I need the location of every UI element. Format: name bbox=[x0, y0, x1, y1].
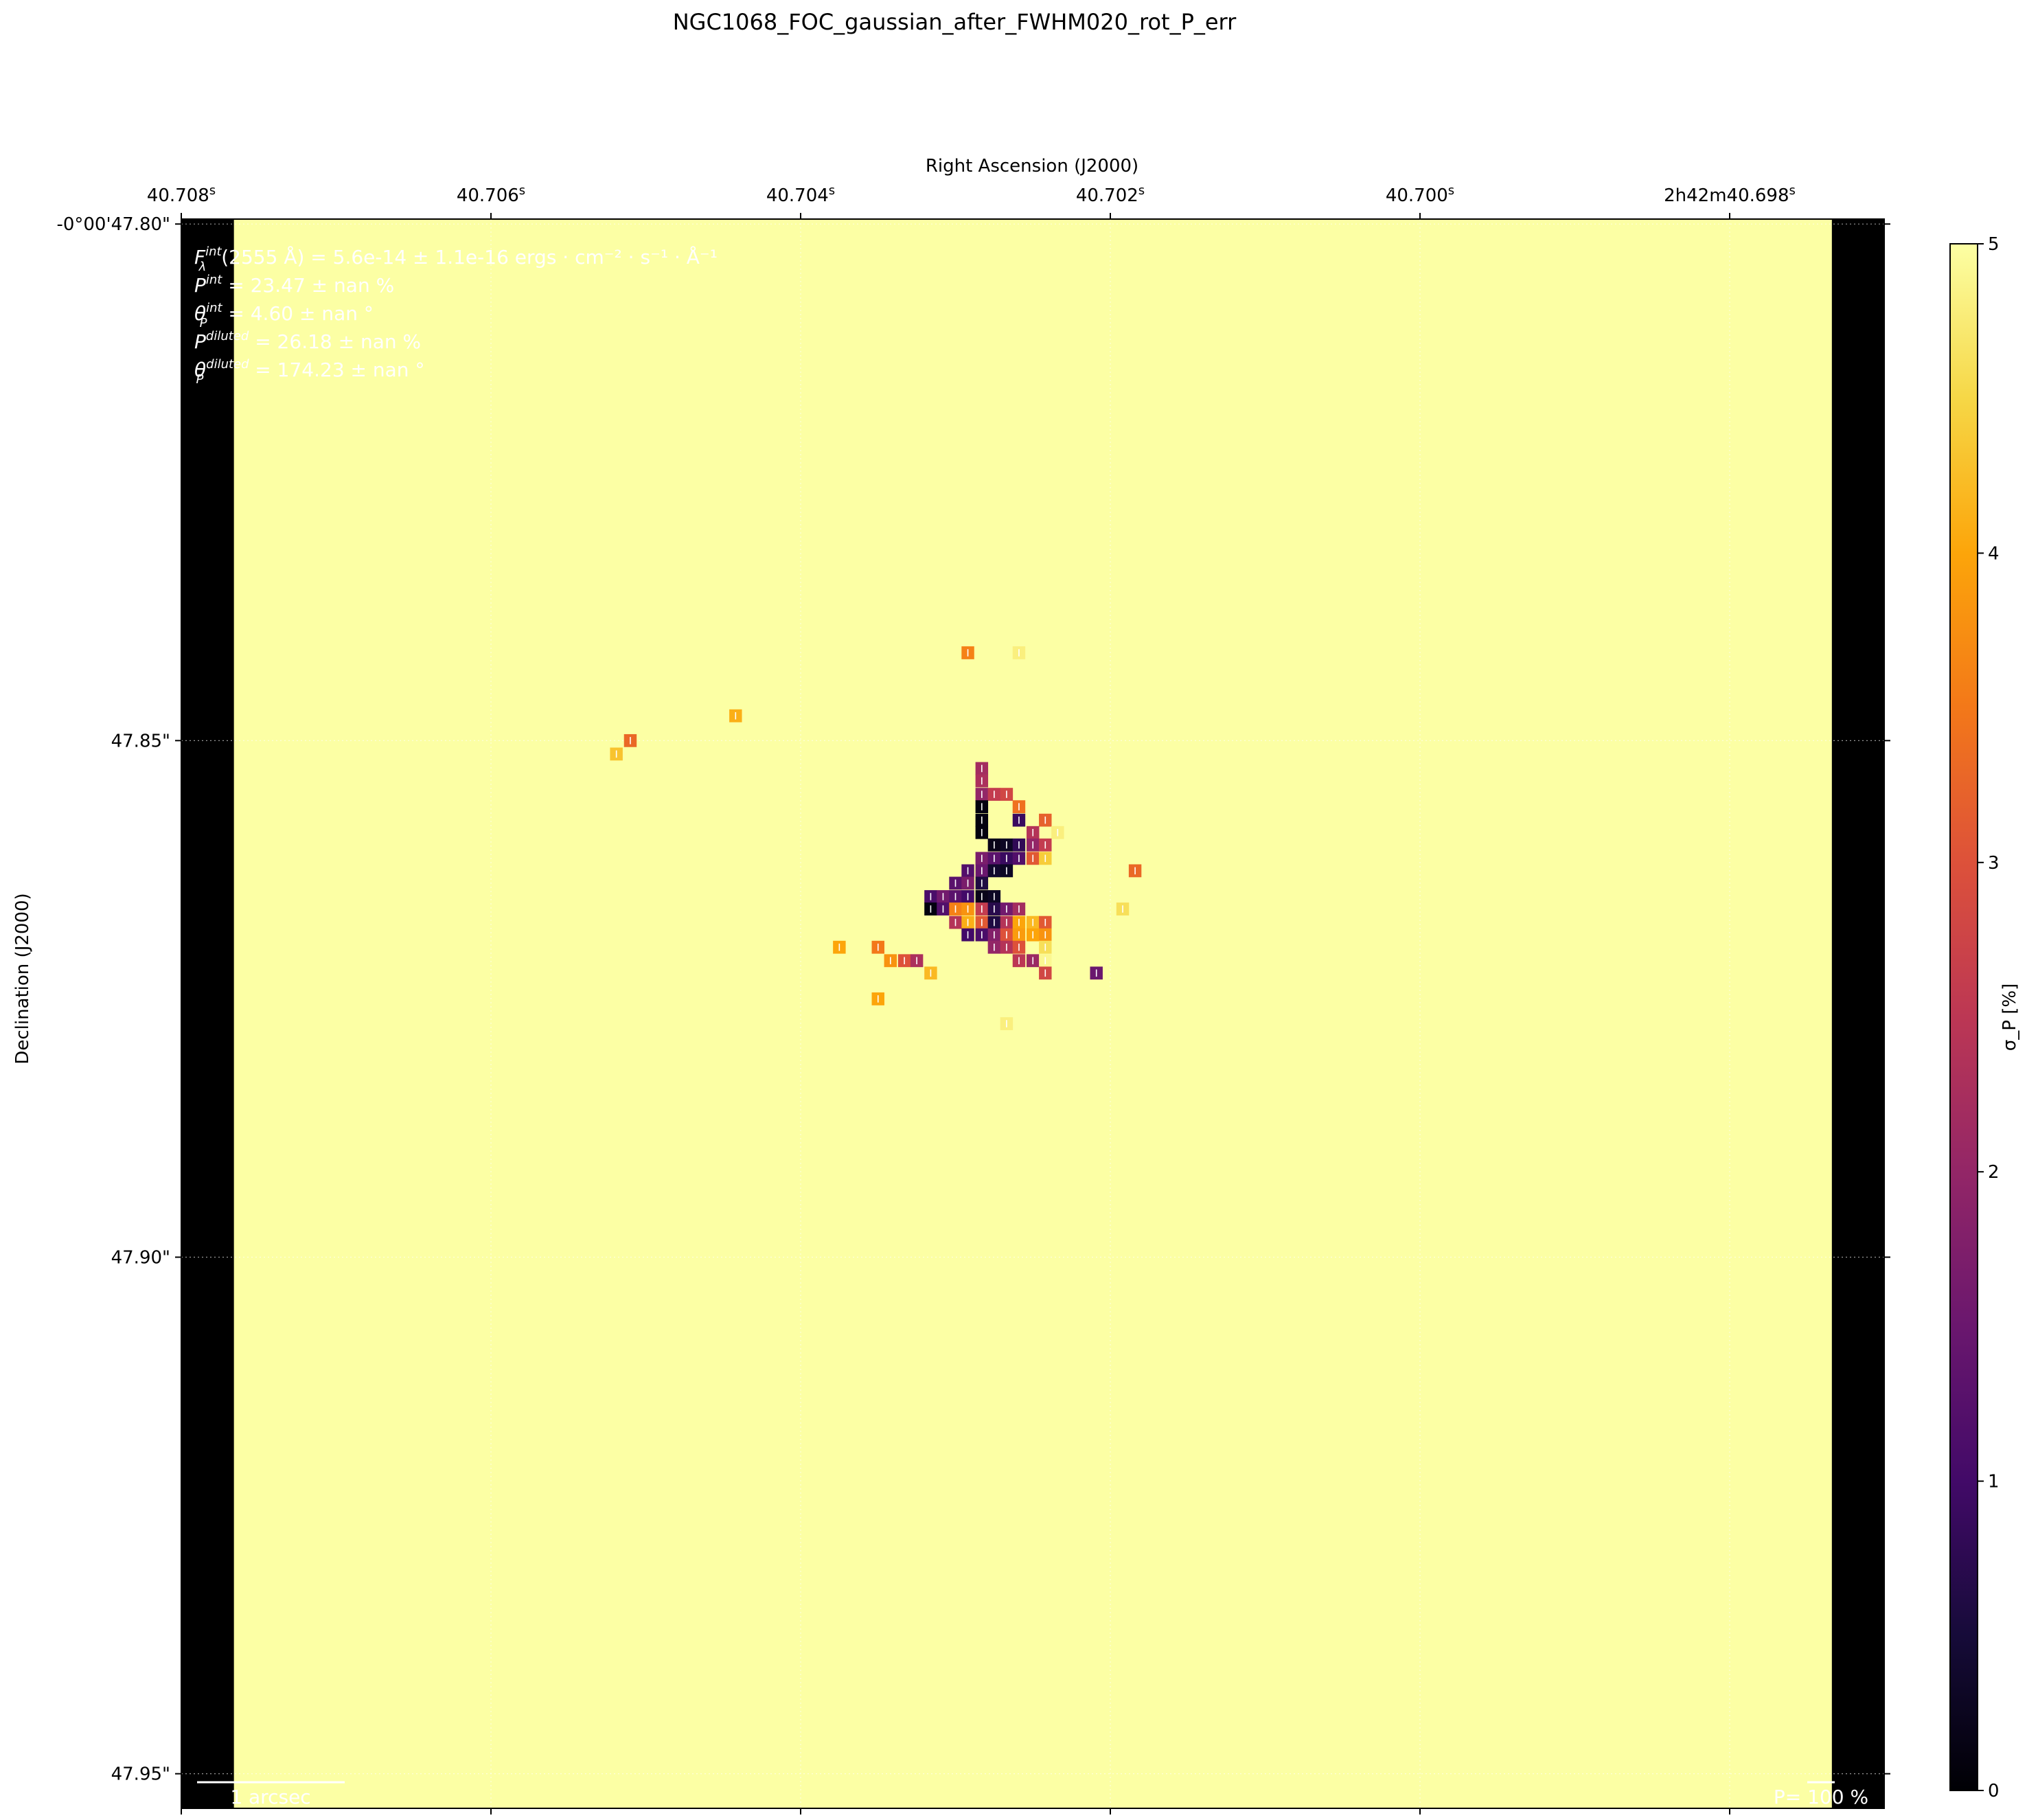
colorbar-ticks: 0 1 2 3 4 5 bbox=[1978, 234, 2000, 1801]
scale-bar-label: 1 arcsec bbox=[230, 1786, 310, 1808]
x-tick-label: 40.700s bbox=[1386, 183, 1454, 206]
colorbar-tick-label: 1 bbox=[1988, 1472, 2000, 1492]
data-pixels bbox=[610, 646, 1142, 1030]
plot-frame bbox=[181, 218, 1885, 1809]
plot-area bbox=[181, 219, 1884, 1808]
colorbar-label: σ_P [%] bbox=[2000, 983, 2020, 1051]
x-tick-label: 2h42m40.698s bbox=[1664, 183, 1796, 206]
y-axis-label: Declination (J2000) bbox=[12, 893, 33, 1064]
colorbar-tick-label: 2 bbox=[1988, 1162, 2000, 1183]
x-tick-label: 40.704s bbox=[766, 183, 835, 206]
axis-ticks: 40.708s 40.706s 40.704s 40.702s 40.700s 2h42m… bbox=[56, 183, 1890, 1815]
colorbar bbox=[1949, 243, 1978, 1791]
colorbar-tick-label: 3 bbox=[1988, 853, 2000, 874]
y-tick-label: -0°00'47.80" bbox=[56, 214, 170, 235]
vector-scale-label: P= 100 % bbox=[1774, 1786, 1868, 1808]
annotation-line: θint P = 4.60 ± nan ° bbox=[194, 301, 374, 330]
annotation-line: Pdiluted = 26.18 ± nan % bbox=[194, 329, 421, 353]
x-axis-label: Right Ascension (J2000) bbox=[926, 156, 1138, 177]
nodata-column bbox=[1831, 219, 1884, 1808]
colorbar-tick-label: 0 bbox=[1988, 1781, 2000, 1801]
chart-title: NGC1068_FOC_gaussian_after_FWHM020_rot_P… bbox=[673, 9, 1237, 35]
y-tick-label: 47.95" bbox=[111, 1764, 170, 1785]
colorbar-tick-label: 5 bbox=[1988, 234, 2000, 255]
y-tick-label: 47.90" bbox=[111, 1248, 170, 1269]
nodata-columns bbox=[181, 219, 1884, 1808]
colorbar-tick-label: 4 bbox=[1988, 543, 2000, 564]
annotation-line: Pint = 23.47 ± nan % bbox=[194, 273, 394, 297]
annotation-text: Fint λ (2555 Å) = 5.6e-14 ± 1.1e-16 ergs ·… bbox=[194, 244, 718, 387]
y-tick-label: 47.85" bbox=[111, 731, 170, 751]
x-tick-label: 40.702s bbox=[1076, 183, 1145, 206]
grid-lines bbox=[181, 219, 1884, 1808]
annotation-line: Fint λ (2555 Å) = 5.6e-14 ± 1.1e-16 ergs ·… bbox=[194, 244, 718, 274]
x-tick-label: 40.708s bbox=[147, 183, 216, 206]
map-background bbox=[181, 219, 1884, 1808]
annotation-line: θdiluted P = 174.23 ± nan ° bbox=[194, 357, 424, 387]
x-tick-label: 40.706s bbox=[457, 183, 525, 206]
nodata-column bbox=[181, 219, 234, 1808]
